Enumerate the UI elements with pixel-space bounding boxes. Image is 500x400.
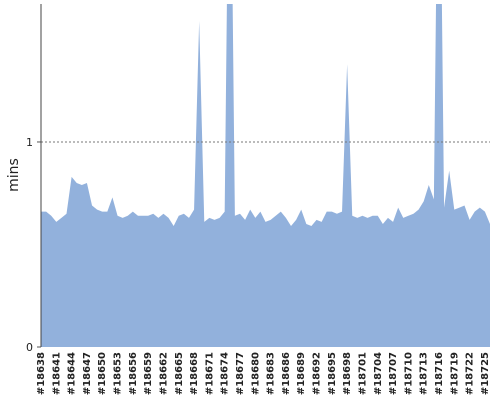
x-tick-label: #18644 — [67, 352, 78, 395]
x-tick-label: #18713 — [419, 352, 430, 395]
x-tick-label: #18659 — [143, 352, 154, 395]
x-tick-label: #18710 — [403, 352, 414, 395]
x-tick-label: #18689 — [296, 352, 307, 395]
x-tick-label: #18683 — [266, 352, 277, 395]
x-tick-label: #18707 — [388, 352, 399, 395]
x-tick-label: #18698 — [342, 352, 353, 395]
x-tick-label: #18722 — [465, 352, 476, 395]
x-tick-label: #18701 — [357, 352, 368, 395]
x-tick-label: #18656 — [128, 352, 139, 395]
x-tick-label: #18692 — [312, 352, 323, 395]
x-tick-label: #18695 — [327, 352, 338, 395]
y-tick-label: 1 — [26, 136, 33, 149]
x-tick-label: #18638 — [36, 352, 47, 395]
x-tick-label: #18641 — [51, 352, 62, 395]
x-tick-label: #18671 — [204, 352, 215, 395]
x-tick-label: #18716 — [434, 352, 445, 395]
x-tick-label: #18647 — [82, 352, 93, 395]
area — [41, 4, 490, 347]
x-tick-label: #18650 — [97, 352, 108, 395]
x-tick-label: #18719 — [449, 352, 460, 395]
x-tick-label: #18704 — [373, 352, 384, 395]
y-tick-label: 0 — [26, 341, 33, 354]
x-tick-label: #18668 — [189, 352, 200, 395]
x-tick-label: #18662 — [158, 352, 169, 395]
x-tick-label: #18677 — [235, 352, 246, 395]
x-tick-label: #18674 — [220, 352, 231, 395]
y-axis-label: mins — [6, 158, 22, 192]
x-tick-label: #18653 — [113, 352, 124, 395]
x-tick-label: #18680 — [250, 352, 261, 395]
x-tick-label: #18686 — [281, 352, 292, 395]
x-tick-label: #18665 — [174, 352, 185, 395]
x-tick-label: #18725 — [480, 352, 491, 395]
